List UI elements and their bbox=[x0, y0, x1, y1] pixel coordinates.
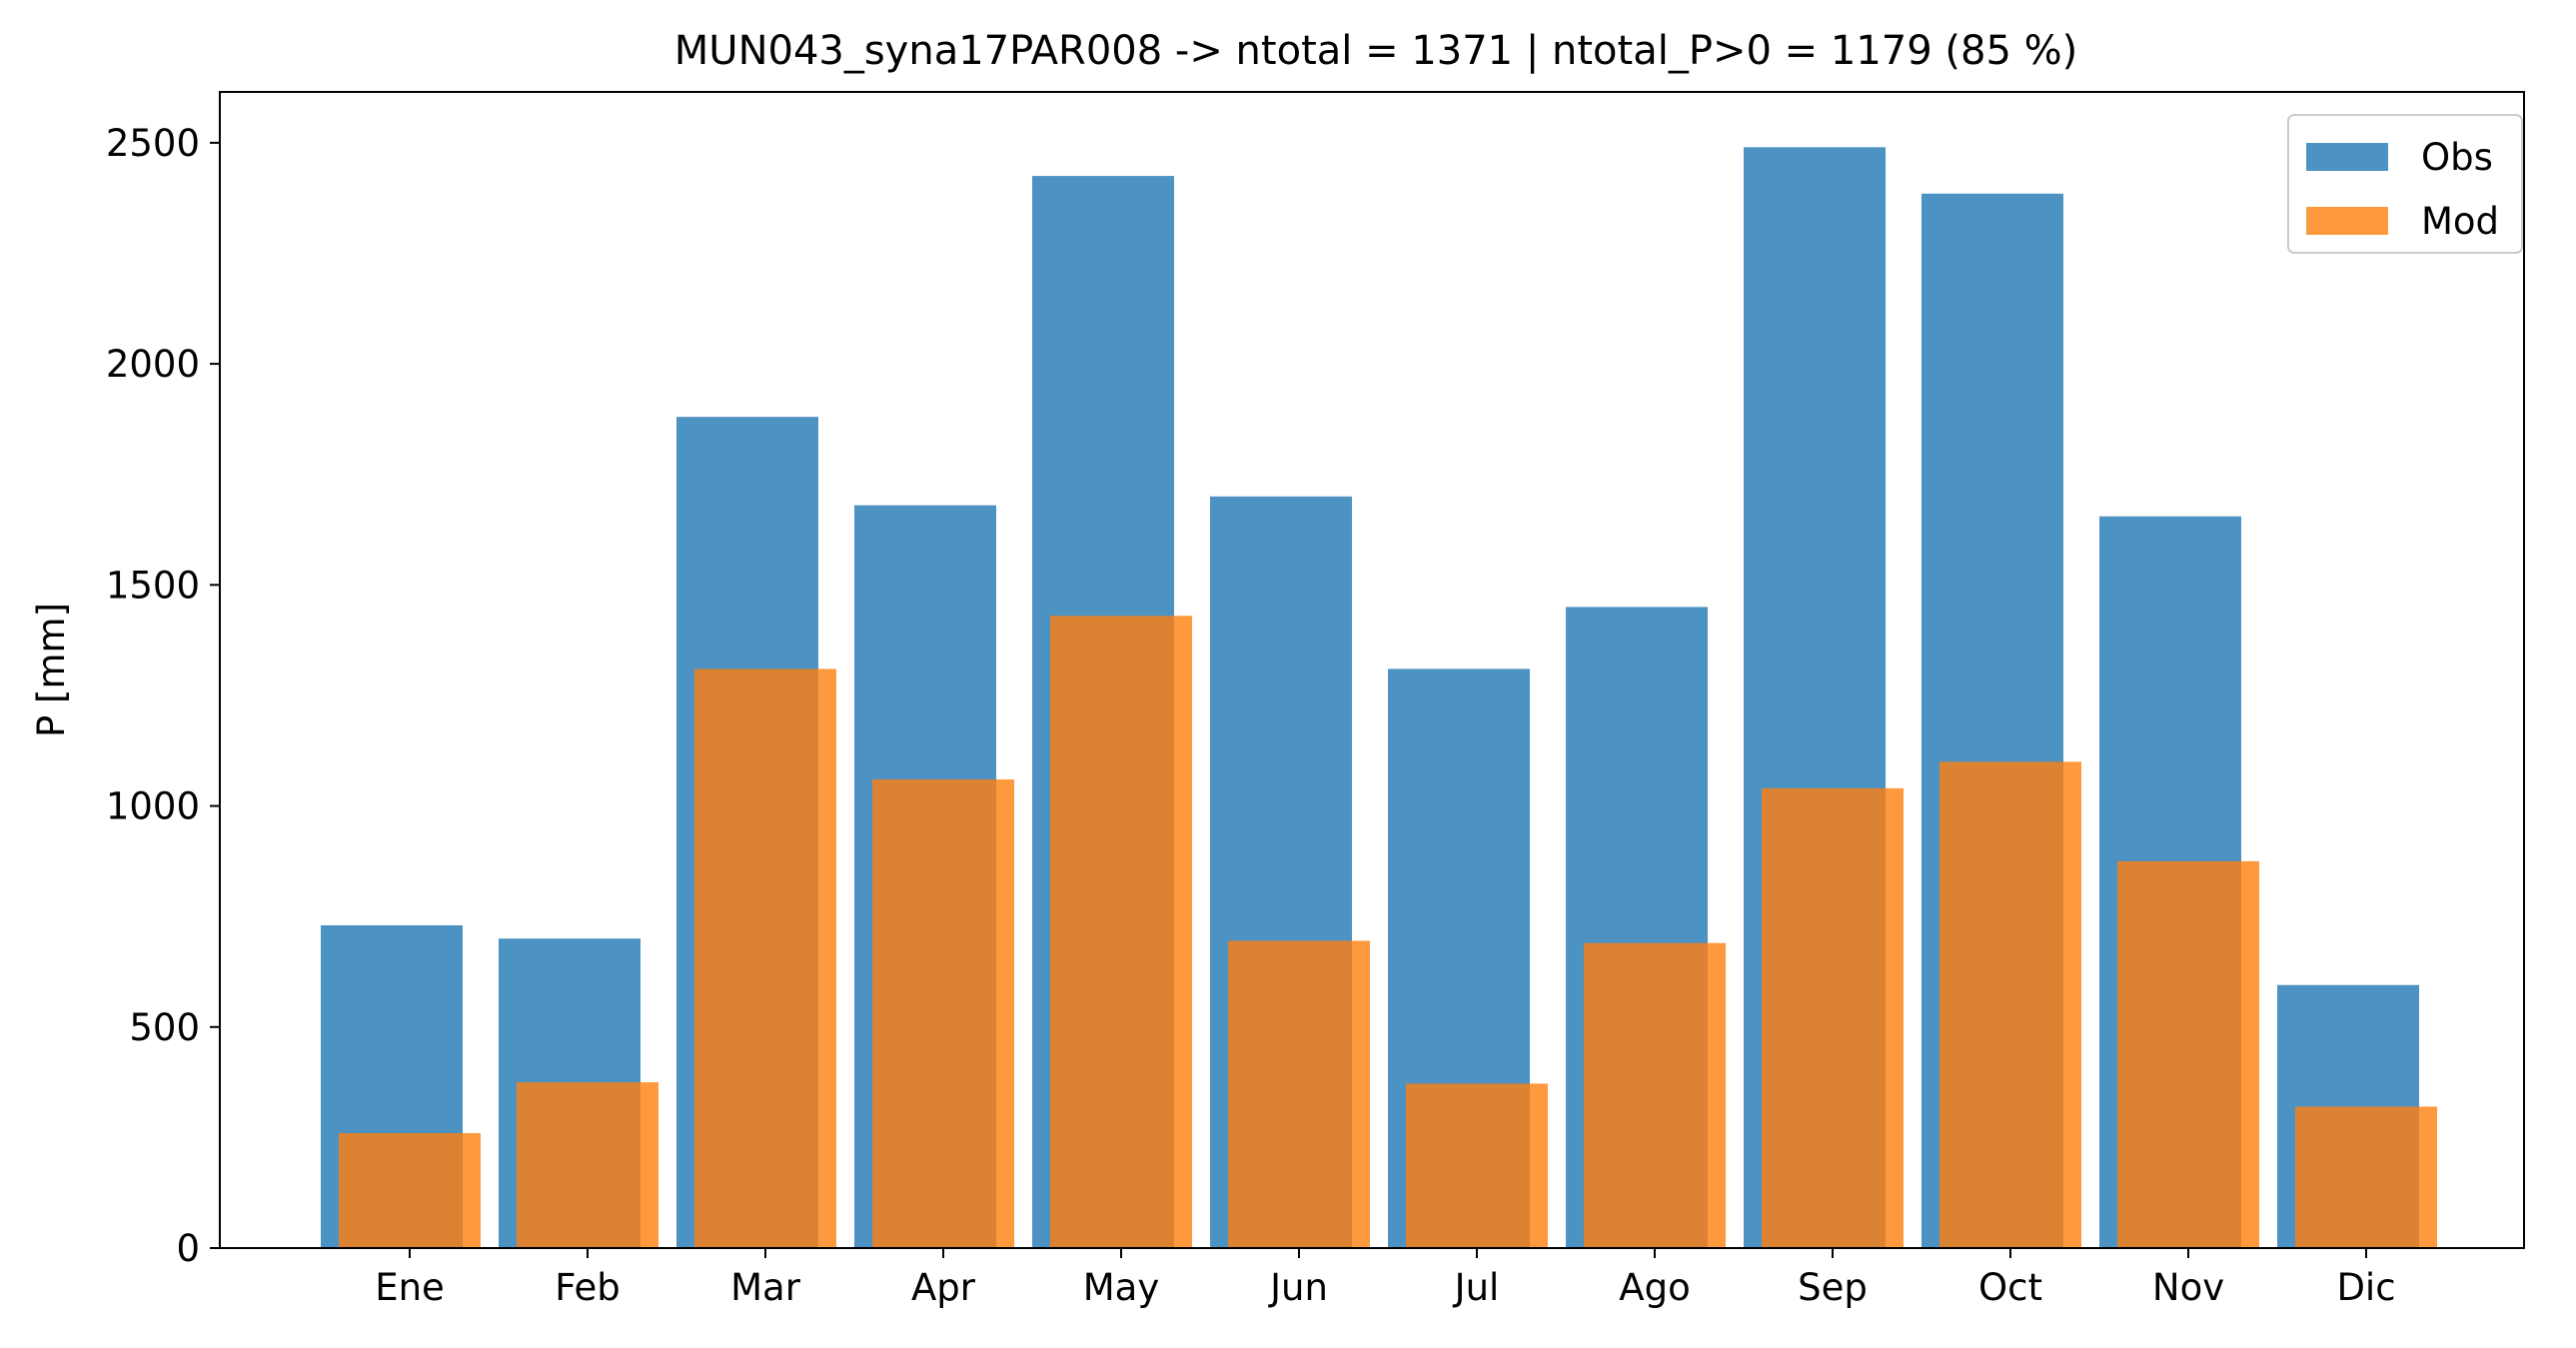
bar-mod-mar bbox=[694, 669, 836, 1248]
x-tick-label-sep: Sep bbox=[1798, 1266, 1868, 1309]
legend-label-mod: Mod bbox=[2421, 200, 2499, 243]
x-tick-label-mar: Mar bbox=[730, 1266, 801, 1309]
bar-mod-nov bbox=[2117, 860, 2259, 1248]
y-axis-label: P [mm] bbox=[30, 603, 73, 737]
x-tick-label-feb: Feb bbox=[555, 1266, 621, 1309]
legend-swatch-obs bbox=[2306, 143, 2388, 171]
plot-frame bbox=[219, 91, 2525, 1249]
x-tick-label-dic: Dic bbox=[2336, 1266, 2395, 1309]
chart-title: MUN043_syna17PAR008 -> ntotal = 1371 | n… bbox=[674, 28, 2077, 74]
x-tick-label-ene: Ene bbox=[375, 1266, 445, 1309]
bar-mod-dic bbox=[2295, 1106, 2437, 1248]
x-tick-label-jul: Jul bbox=[1453, 1266, 1500, 1309]
bars-group bbox=[321, 147, 2437, 1249]
bar-mod-apr bbox=[872, 779, 1014, 1248]
x-axis: Ene Feb Mar Apr May Jun Jul Ago Sep Oct Nov Dic bbox=[375, 1248, 2396, 1309]
bar-mod-jul bbox=[1406, 1083, 1548, 1248]
legend-swatch-mod bbox=[2306, 207, 2388, 235]
x-tick-label-jun: Jun bbox=[1268, 1266, 1328, 1309]
y-tick-label: 2000 bbox=[106, 343, 200, 386]
legend-label-obs: Obs bbox=[2421, 136, 2493, 179]
bar-mod-oct bbox=[1939, 761, 2081, 1248]
bar-mod-sep bbox=[1762, 787, 1904, 1248]
x-tick-label-ago: Ago bbox=[1619, 1266, 1690, 1309]
x-tick-label-oct: Oct bbox=[1978, 1266, 2042, 1309]
y-tick-label: 2500 bbox=[106, 122, 200, 165]
x-tick-label-nov: Nov bbox=[2152, 1266, 2224, 1309]
x-tick-label-may: May bbox=[1083, 1266, 1160, 1309]
x-tick-label-apr: Apr bbox=[911, 1266, 976, 1309]
y-axis: 0 500 1000 1500 2000 2500 bbox=[106, 122, 220, 1270]
bar-mod-ago bbox=[1584, 942, 1726, 1248]
bar-mod-jun bbox=[1228, 940, 1370, 1248]
bar-mod-may bbox=[1050, 616, 1192, 1248]
bar-mod-feb bbox=[517, 1082, 658, 1248]
y-tick-label: 1500 bbox=[106, 564, 200, 607]
legend: Obs Mod bbox=[2287, 114, 2523, 254]
y-tick-label: 500 bbox=[129, 1006, 200, 1049]
y-tick-label: 0 bbox=[176, 1227, 200, 1270]
bar-mod-ene bbox=[339, 1132, 481, 1248]
y-tick-label: 1000 bbox=[106, 785, 200, 828]
